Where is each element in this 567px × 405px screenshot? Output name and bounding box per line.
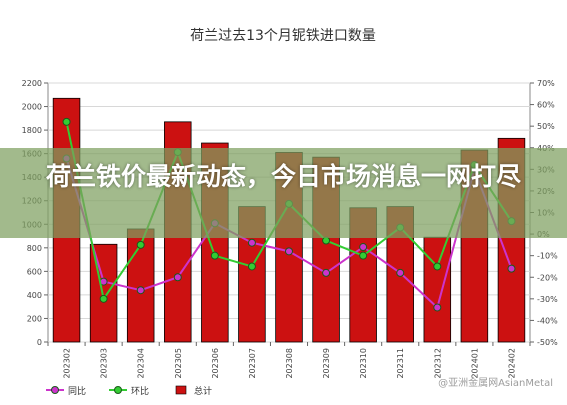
category-label: 202307 [248, 348, 257, 379]
category-label: 202401 [470, 348, 479, 379]
data-point [99, 294, 108, 303]
left-tick-label: 800 [27, 244, 42, 253]
category-label: 202311 [396, 348, 405, 379]
data-point [62, 117, 71, 126]
data-point [247, 238, 256, 247]
data-point [173, 273, 182, 282]
right-tick-label: 50% [537, 122, 555, 131]
left-tick-label: 400 [27, 291, 42, 300]
data-point [136, 240, 145, 249]
left-tick-label: 200 [27, 314, 42, 323]
left-tick-label: 2200 [22, 79, 42, 88]
category-label: 202302 [63, 348, 72, 379]
data-point [359, 251, 368, 260]
right-tick-label: -50% [537, 338, 558, 347]
bar [89, 243, 118, 343]
right-tick-label: -20% [537, 273, 558, 282]
data-point [136, 286, 145, 295]
data-point [359, 243, 368, 252]
data-point [433, 303, 442, 312]
legend-swatch [175, 385, 187, 395]
right-tick-label: -40% [537, 316, 558, 325]
category-label: 202304 [137, 348, 146, 379]
category-label: 202306 [211, 348, 220, 379]
legend-label: 总计 [194, 385, 212, 397]
right-tick-label: 60% [537, 101, 555, 110]
data-point [396, 268, 405, 277]
right-tick-label: 70% [537, 79, 555, 88]
category-label: 202312 [433, 348, 442, 379]
left-tick-label: 0 [37, 338, 42, 347]
legend: 同比 环比 总计 [46, 385, 212, 397]
right-tick-label: -10% [537, 252, 558, 261]
chart-title: 荷兰过去13个月铌铁进口数量 [190, 28, 376, 44]
right-tick-label: -30% [537, 295, 558, 304]
category-label: 202309 [322, 348, 331, 379]
legend-marker [114, 386, 122, 394]
left-tick-label: 2000 [22, 103, 42, 112]
left-tick-label: 600 [27, 267, 42, 276]
data-point [507, 264, 516, 273]
left-tick-label: 1800 [22, 126, 42, 135]
legend-label: 同比 [68, 385, 86, 397]
category-label: 202305 [174, 348, 183, 379]
data-point [433, 262, 442, 271]
data-point [322, 236, 331, 245]
legend-marker [51, 386, 59, 394]
data-point [285, 247, 293, 256]
headline-text: 荷兰铁价最新动态，今日市场消息一网打尽 [45, 162, 521, 191]
data-point [247, 262, 256, 271]
category-label: 202308 [285, 348, 294, 379]
watermark: @亚洲金属网AsianMetal [438, 378, 553, 389]
category-label: 202310 [359, 348, 368, 379]
category-label: 202303 [100, 348, 109, 379]
data-point [210, 251, 219, 260]
bar [423, 236, 452, 343]
category-label: 202402 [507, 348, 516, 379]
data-point [322, 268, 331, 277]
legend-label: 环比 [131, 385, 149, 397]
headline-banner [0, 148, 567, 238]
